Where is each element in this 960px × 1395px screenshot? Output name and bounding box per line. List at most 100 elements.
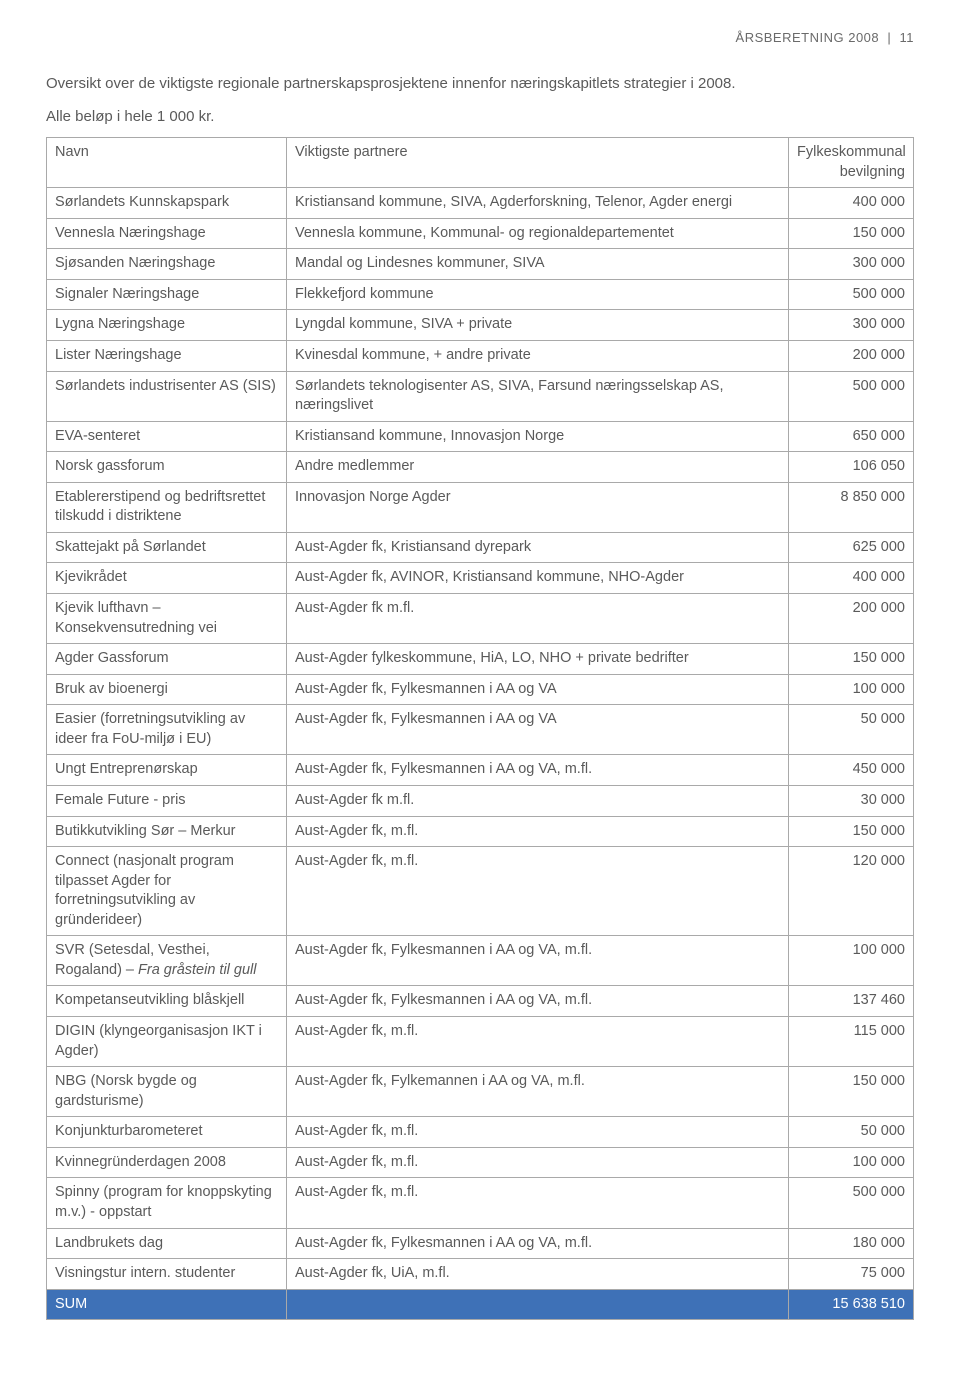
cell-name: Agder Gassforum <box>47 644 287 675</box>
cell-name: Lygna Næringshage <box>47 310 287 341</box>
cell-name: Landbrukets dag <box>47 1228 287 1259</box>
table-row: SVR (Setesdal, Vesthei, Rogaland) – Fra … <box>47 936 914 986</box>
cell-partner: Aust-Agder fylkeskommune, HiA, LO, NHO +… <box>287 644 789 675</box>
cell-amount: 500 000 <box>789 371 914 421</box>
cell-name: Bruk av bioenergi <box>47 674 287 705</box>
cell-name: Easier (forretningsutvikling av ideer fr… <box>47 705 287 755</box>
cell-amount: 106 050 <box>789 452 914 483</box>
table-row: NBG (Norsk bygde og gardsturisme)Aust-Ag… <box>47 1067 914 1117</box>
cell-partner: Aust-Agder fk, Fylkesmannen i AA og VA <box>287 705 789 755</box>
cell-amount: 625 000 <box>789 532 914 563</box>
table-row: Visningstur intern. studenterAust-Agder … <box>47 1259 914 1290</box>
note-text: Alle beløp i hele 1 000 kr. <box>46 108 914 125</box>
cell-partner: Sørlandets teknologisenter AS, SIVA, Far… <box>287 371 789 421</box>
cell-partner: Flekkefjord kommune <box>287 279 789 310</box>
cell-partner: Aust-Agder fk, m.fl. <box>287 847 789 936</box>
cell-amount: 650 000 <box>789 421 914 452</box>
cell-amount: 200 000 <box>789 594 914 644</box>
cell-name: Butikkutvikling Sør – Merkur <box>47 816 287 847</box>
cell-partner: Mandal og Lindesnes kommuner, SIVA <box>287 249 789 280</box>
cell-amount: 150 000 <box>789 218 914 249</box>
intro-text: Oversikt over de viktigste regionale par… <box>46 73 914 94</box>
table-row: KonjunkturbarometeretAust-Agder fk, m.fl… <box>47 1117 914 1148</box>
table-row: Spinny (program for knoppskyting m.v.) -… <box>47 1178 914 1228</box>
cell-partner: Aust-Agder fk m.fl. <box>287 785 789 816</box>
table-row: Ungt EntreprenørskapAust-Agder fk, Fylke… <box>47 755 914 786</box>
cell-amount: 100 000 <box>789 674 914 705</box>
table-row: Kjevik lufthavn – Konsekvensutredning ve… <box>47 594 914 644</box>
cell-amount: 115 000 <box>789 1017 914 1067</box>
table-row: Sjøsanden NæringshageMandal og Lindesnes… <box>47 249 914 280</box>
cell-name: Kjevik lufthavn – Konsekvensutredning ve… <box>47 594 287 644</box>
cell-amount: 450 000 <box>789 755 914 786</box>
table-row: Sørlandets industrisenter AS (SIS)Sørlan… <box>47 371 914 421</box>
cell-partner: Aust-Agder fk, UiA, m.fl. <box>287 1259 789 1290</box>
table-row: EVA-senteretKristiansand kommune, Innova… <box>47 421 914 452</box>
separator: | <box>887 30 891 45</box>
cell-partner: Aust-Agder fk, m.fl. <box>287 816 789 847</box>
table-row: Butikkutvikling Sør – MerkurAust-Agder f… <box>47 816 914 847</box>
cell-partner: Aust-Agder fk, Fylkesmannen i AA og VA, … <box>287 1228 789 1259</box>
cell-amount: 100 000 <box>789 936 914 986</box>
cell-amount: 500 000 <box>789 1178 914 1228</box>
table-row: Kompetanseutvikling blåskjellAust-Agder … <box>47 986 914 1017</box>
table-row: Female Future - prisAust-Agder fk m.fl.3… <box>47 785 914 816</box>
table-row: Kvinnegründerdagen 2008Aust-Agder fk, m.… <box>47 1147 914 1178</box>
projects-table: Navn Viktigste partnere Fylkeskommunal b… <box>46 137 914 1320</box>
cell-amount: 180 000 <box>789 1228 914 1259</box>
cell-amount: 300 000 <box>789 249 914 280</box>
cell-name: NBG (Norsk bygde og gardsturisme) <box>47 1067 287 1117</box>
cell-amount: 150 000 <box>789 816 914 847</box>
cell-name: SVR (Setesdal, Vesthei, Rogaland) – Fra … <box>47 936 287 986</box>
table-row: Signaler NæringshageFlekkefjord kommune5… <box>47 279 914 310</box>
sum-amount: 15 638 510 <box>789 1289 914 1320</box>
cell-name: Female Future - pris <box>47 785 287 816</box>
cell-partner: Innovasjon Norge Agder <box>287 482 789 532</box>
cell-amount: 75 000 <box>789 1259 914 1290</box>
cell-partner: Aust-Agder fk, Fylkesmannen i AA og VA, … <box>287 936 789 986</box>
cell-partner: Aust-Agder fk, AVINOR, Kristiansand komm… <box>287 563 789 594</box>
cell-partner: Aust-Agder fk m.fl. <box>287 594 789 644</box>
table-row: KjevikrådetAust-Agder fk, AVINOR, Kristi… <box>47 563 914 594</box>
table-row: Vennesla NæringshageVennesla kommune, Ko… <box>47 218 914 249</box>
cell-amount: 137 460 <box>789 986 914 1017</box>
cell-partner: Aust-Agder fk, m.fl. <box>287 1178 789 1228</box>
cell-partner: Andre medlemmer <box>287 452 789 483</box>
cell-name: Lister Næringshage <box>47 340 287 371</box>
cell-name: Sørlandets industrisenter AS (SIS) <box>47 371 287 421</box>
cell-name: Konjunkturbarometeret <box>47 1117 287 1148</box>
cell-partner: Vennesla kommune, Kommunal- og regionald… <box>287 218 789 249</box>
cell-name: Spinny (program for knoppskyting m.v.) -… <box>47 1178 287 1228</box>
document-page: ÅRSBERETNING 2008 | 11 Oversikt over de … <box>0 0 960 1360</box>
cell-partner: Kristiansand kommune, Innovasjon Norge <box>287 421 789 452</box>
col-name: Navn <box>47 138 287 188</box>
cell-name: Vennesla Næringshage <box>47 218 287 249</box>
table-row: Bruk av bioenergiAust-Agder fk, Fylkesma… <box>47 674 914 705</box>
cell-name: Kjevikrådet <box>47 563 287 594</box>
cell-name: Norsk gassforum <box>47 452 287 483</box>
cell-amount: 50 000 <box>789 1117 914 1148</box>
table-row: Connect (nasjonalt program tilpasset Agd… <box>47 847 914 936</box>
table-row: Easier (forretningsutvikling av ideer fr… <box>47 705 914 755</box>
cell-amount: 200 000 <box>789 340 914 371</box>
page-number: 11 <box>900 30 915 45</box>
cell-name: Skattejakt på Sørlandet <box>47 532 287 563</box>
cell-amount: 400 000 <box>789 188 914 219</box>
cell-amount: 120 000 <box>789 847 914 936</box>
table-row: Sørlandets KunnskapsparkKristiansand kom… <box>47 188 914 219</box>
cell-partner: Lyngdal kommune, SIVA + private <box>287 310 789 341</box>
cell-name: Sørlandets Kunnskapspark <box>47 188 287 219</box>
table-row: Landbrukets dagAust-Agder fk, Fylkesmann… <box>47 1228 914 1259</box>
table-row: Norsk gassforumAndre medlemmer106 050 <box>47 452 914 483</box>
cell-partner: Aust-Agder fk, Fylkesmannen i AA og VA <box>287 674 789 705</box>
cell-amount: 500 000 <box>789 279 914 310</box>
cell-name: Ungt Entreprenørskap <box>47 755 287 786</box>
table-row: Skattejakt på SørlandetAust-Agder fk, Kr… <box>47 532 914 563</box>
cell-amount: 100 000 <box>789 1147 914 1178</box>
cell-name: Kvinnegründerdagen 2008 <box>47 1147 287 1178</box>
cell-name: Connect (nasjonalt program tilpasset Agd… <box>47 847 287 936</box>
table-row: DIGIN (klyngeorganisasjon IKT i Agder)Au… <box>47 1017 914 1067</box>
cell-name: Sjøsanden Næringshage <box>47 249 287 280</box>
cell-partner: Aust-Agder fk, Fylkesmannen i AA og VA, … <box>287 986 789 1017</box>
table-row: Etablererstipend og bedriftsrettet tilsk… <box>47 482 914 532</box>
